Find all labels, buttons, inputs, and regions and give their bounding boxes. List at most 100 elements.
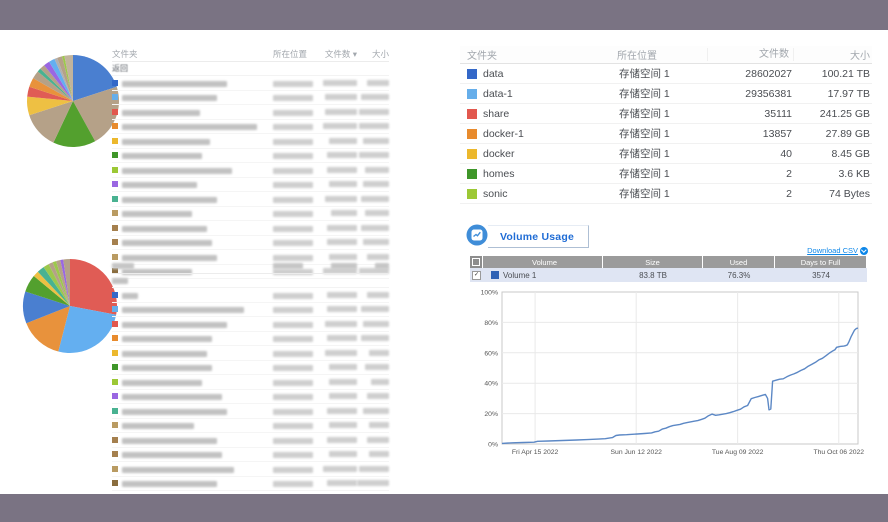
folder-color-icon <box>467 88 477 99</box>
blurred-text <box>273 262 303 269</box>
table-row[interactable] <box>112 88 389 106</box>
folder-color-icon <box>112 422 118 429</box>
header-files[interactable]: 文件数 <box>707 48 794 61</box>
header-files-sorted[interactable]: 文件数 ▾ <box>319 48 357 60</box>
header-size[interactable]: 大小 <box>371 48 389 59</box>
size-blurred <box>357 224 389 231</box>
pie-slice <box>33 271 70 306</box>
folder-color-icon <box>467 128 477 139</box>
y-tick-label: 40% <box>484 381 498 388</box>
blurred-text <box>122 225 207 232</box>
header-folder[interactable]: 文件夹 <box>467 51 497 62</box>
table-row[interactable] <box>112 433 389 448</box>
table-row[interactable]: homes 存储空间 1 2 3.6 KB <box>460 164 872 184</box>
table-row[interactable] <box>112 462 389 477</box>
header-folder[interactable]: 文件夹 <box>112 48 138 59</box>
location-blurred <box>273 146 319 164</box>
table-row[interactable] <box>112 146 389 164</box>
header-size[interactable]: 大小 <box>850 51 870 62</box>
back-row <box>112 274 389 288</box>
pie-slice <box>44 61 73 101</box>
file-count-blurred <box>319 79 357 86</box>
table-row[interactable] <box>112 332 389 346</box>
table-row[interactable] <box>112 221 389 236</box>
table-row[interactable] <box>112 236 389 250</box>
download-csv-link[interactable]: Download CSV <box>807 246 858 255</box>
header-location-blurred[interactable] <box>273 261 319 271</box>
volume-color-icon <box>491 271 499 279</box>
location-blurred <box>273 300 319 318</box>
size-blurred <box>357 422 389 429</box>
table-row[interactable]: data-1 存储空间 1 29356381 17.97 TB <box>460 84 872 104</box>
table-row[interactable] <box>112 346 389 361</box>
blurred-text <box>273 109 313 116</box>
header-location[interactable]: 所在位置 <box>617 51 657 62</box>
blurred-text <box>122 109 200 116</box>
location-blurred <box>273 445 319 463</box>
blurred-text <box>361 335 389 342</box>
back-link[interactable]: 返回 <box>112 64 128 73</box>
table-row[interactable] <box>112 361 389 375</box>
blurred-text <box>273 254 313 261</box>
table-row[interactable] <box>112 375 389 390</box>
blurred-text <box>273 196 313 203</box>
table-row[interactable] <box>112 163 389 178</box>
pie-slice <box>37 68 73 101</box>
table-row[interactable] <box>112 105 389 120</box>
blurred-text <box>323 465 357 472</box>
blurred-text <box>363 407 389 414</box>
table-row[interactable] <box>112 134 389 149</box>
location-blurred <box>273 88 319 106</box>
table-row[interactable] <box>112 317 389 332</box>
download-icon[interactable] <box>860 246 868 255</box>
table-row[interactable] <box>112 76 389 91</box>
table-row[interactable] <box>112 390 389 404</box>
folder-name-blurred <box>122 315 273 333</box>
location-blurred <box>273 474 319 492</box>
table-row[interactable]: share 存储空间 1 35111 241.25 GB <box>460 104 872 124</box>
select-all-checkbox[interactable] <box>470 256 483 268</box>
row-checkbox[interactable]: ✓ <box>470 268 483 282</box>
folder-color-icon <box>112 349 118 356</box>
x-tick-label: Sun Jun 12 2022 <box>611 449 663 456</box>
file-count-blurred <box>319 166 357 173</box>
header-size-blurred[interactable] <box>357 262 389 269</box>
blurred-text <box>122 269 192 276</box>
table-row[interactable] <box>112 419 389 433</box>
folder-color-icon <box>112 210 118 217</box>
table-row[interactable]: sonic 存储空间 1 2 74 Bytes <box>460 184 872 204</box>
header-location[interactable]: 所在位置 <box>273 48 308 59</box>
table-row[interactable]: docker-1 存储空间 1 13857 27.89 GB <box>460 124 872 144</box>
table-row[interactable] <box>112 178 389 192</box>
table-rows <box>112 76 389 279</box>
folder-name-blurred <box>122 132 273 150</box>
folder-color-icon <box>467 108 477 119</box>
table-row[interactable] <box>112 207 389 221</box>
table-row[interactable] <box>112 300 389 318</box>
header-files-blurred[interactable] <box>319 262 357 269</box>
table-row[interactable] <box>112 265 389 279</box>
folder-color-icon <box>112 451 118 458</box>
pie-slice <box>37 267 70 306</box>
table-row[interactable] <box>112 192 389 207</box>
table-row[interactable]: data 存储空间 1 28602027 100.21 TB <box>460 64 872 84</box>
file-count-blurred <box>319 137 357 144</box>
folder-location: 存储空间 1 <box>619 168 670 180</box>
table-row[interactable] <box>112 288 389 303</box>
table-row[interactable] <box>112 250 389 265</box>
header-folder-blurred[interactable] <box>112 261 273 271</box>
blurred-text <box>122 167 232 174</box>
folder-color-icon <box>112 436 118 443</box>
table-row[interactable] <box>112 445 389 463</box>
back-link-blurred[interactable] <box>112 277 128 284</box>
table-row[interactable] <box>112 404 389 419</box>
table-row[interactable] <box>112 474 389 492</box>
volume-row[interactable]: ✓ Volume 1 83.8 TB 76.3% 3574 <box>470 268 867 282</box>
table-row[interactable]: docker 存储空间 1 40 8.45 GB <box>460 144 872 164</box>
pie-slice <box>43 264 70 306</box>
blurred-text <box>122 196 217 203</box>
folder-color-icon <box>112 306 118 313</box>
size-blurred <box>357 291 389 298</box>
blurred-text <box>122 182 197 189</box>
table-row[interactable] <box>112 120 389 134</box>
